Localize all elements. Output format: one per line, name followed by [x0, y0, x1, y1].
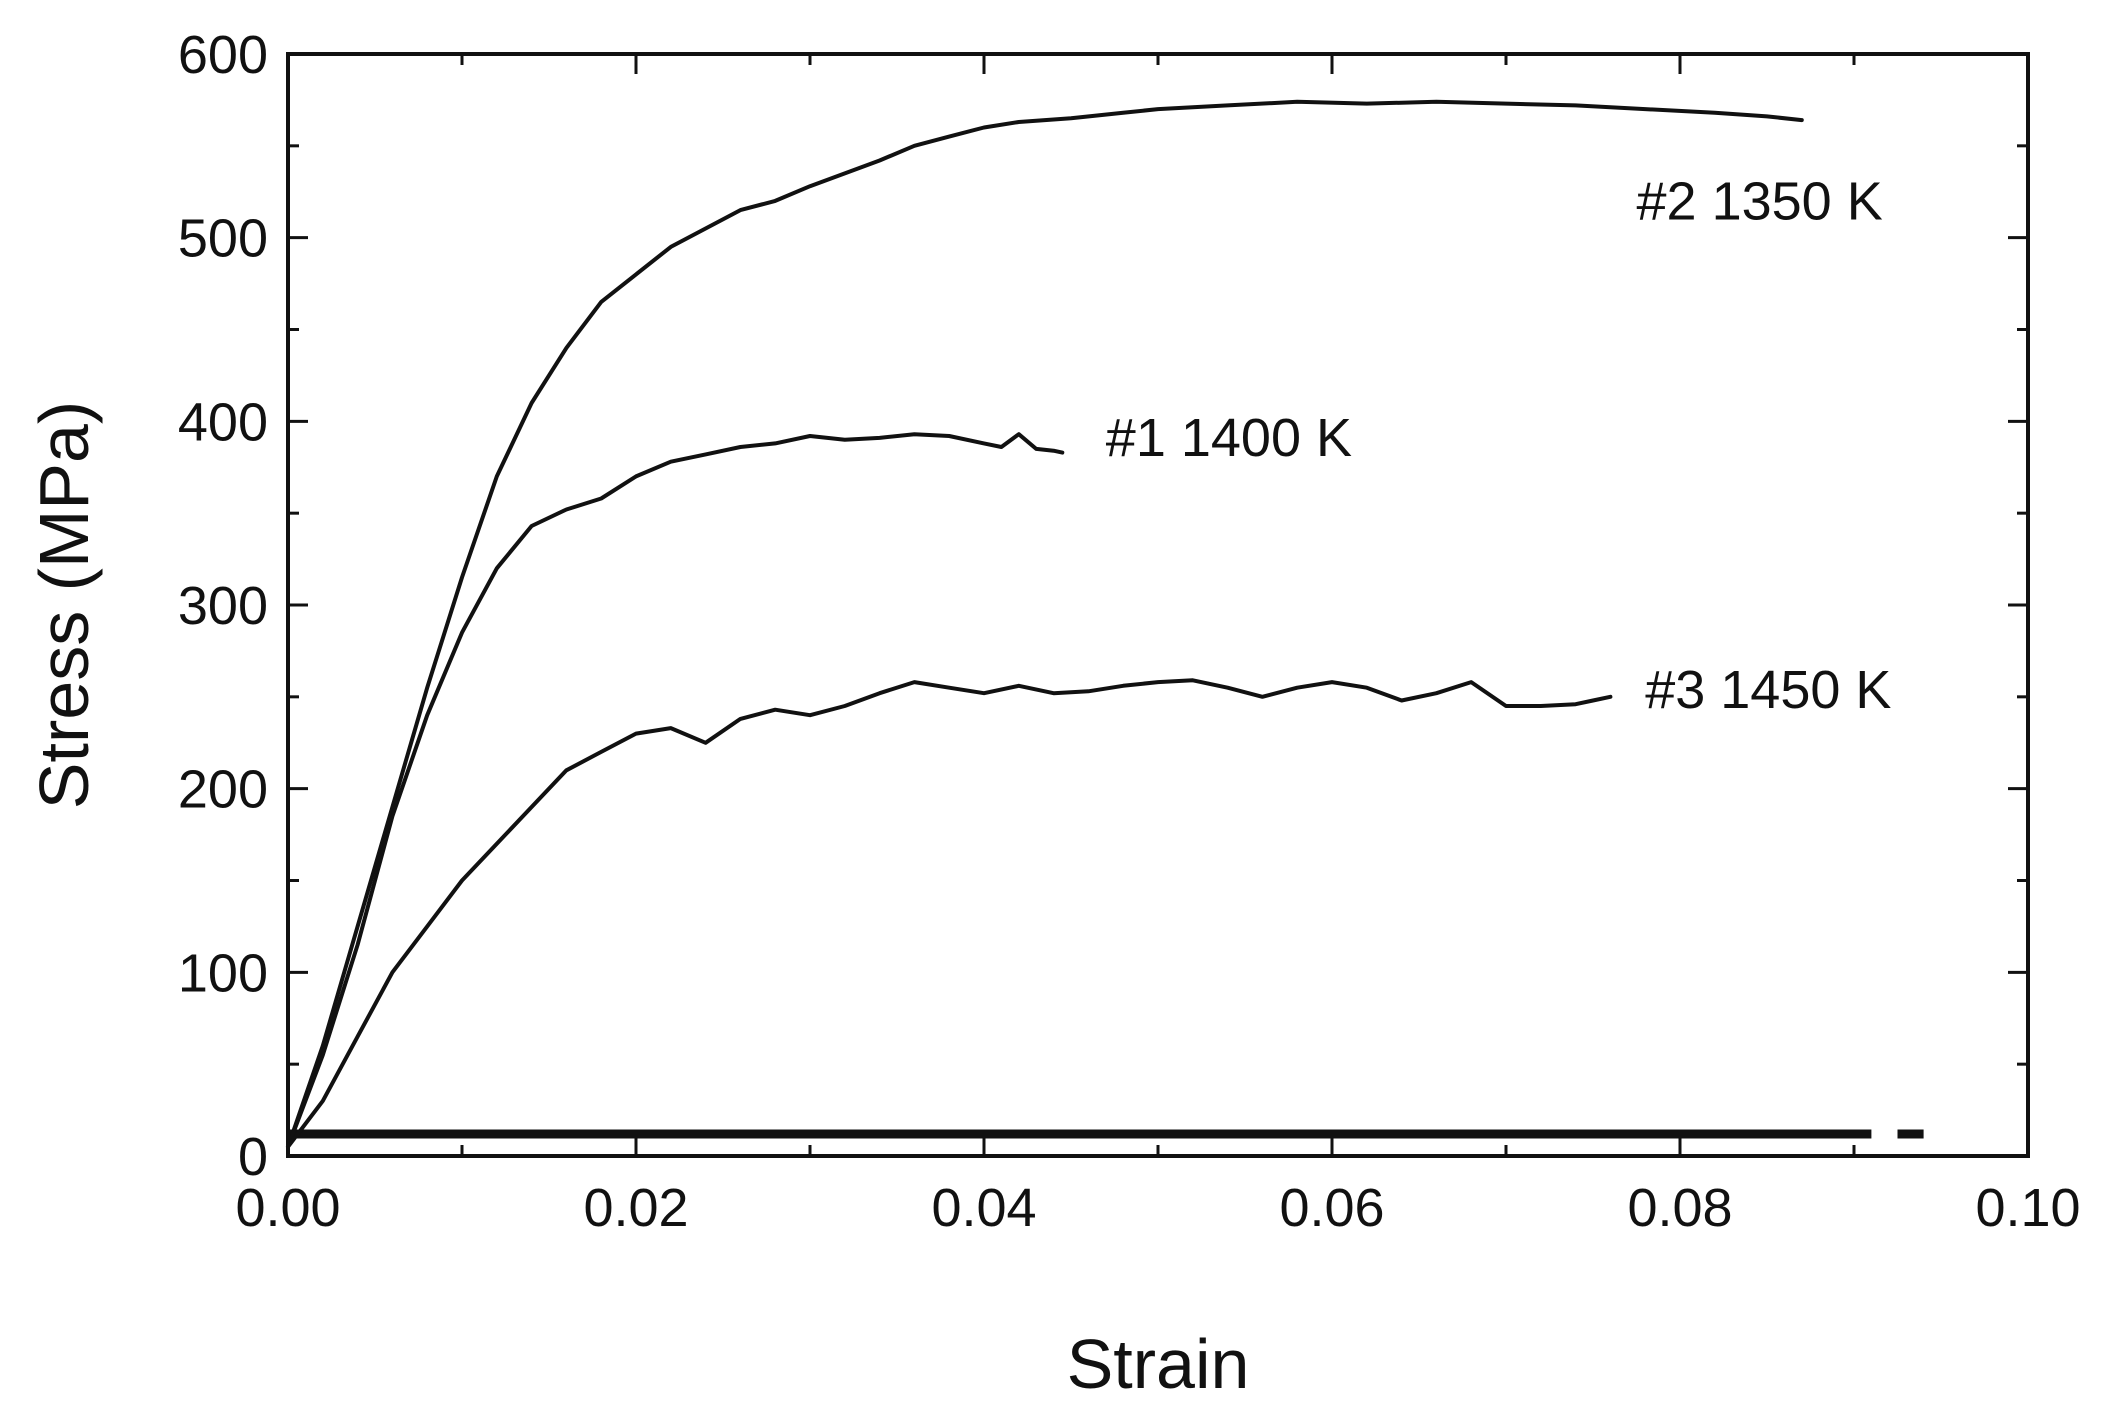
x-axis-title: Strain	[1067, 1325, 1250, 1403]
y-tick-label: 200	[178, 760, 268, 820]
y-tick-labels: 0 100 200 300 400 500 600	[178, 25, 268, 1187]
x-tick-label: 0.06	[1279, 1178, 1384, 1238]
plot-frame	[286, 52, 2030, 1158]
x-tick-label: 0.08	[1627, 1178, 1732, 1238]
series-labels: #2 1350 K #1 1400 K #3 1450 K	[1106, 171, 1892, 720]
y-axis-title: Stress (MPa)	[25, 401, 103, 809]
x-tick-label: 0.00	[235, 1178, 340, 1238]
series-line-2	[286, 432, 1065, 1149]
x-tick-label: 0.10	[1975, 1178, 2080, 1238]
series-curves	[286, 99, 1804, 1149]
y-tick-label: 100	[178, 943, 268, 1003]
y-tick-label: 0	[238, 1127, 268, 1187]
series-label-1: #2 1350 K	[1637, 171, 1883, 231]
x-tick-label: 0.04	[931, 1178, 1036, 1238]
x-tick-label: 0.02	[583, 1178, 688, 1238]
y-tick-label: 600	[178, 25, 268, 85]
series-label-2: #1 1400 K	[1106, 408, 1352, 468]
y-tick-label: 300	[178, 576, 268, 636]
y-tick-label: 400	[178, 392, 268, 452]
series-line-3	[286, 678, 1613, 1149]
y-tick-label: 500	[178, 209, 268, 269]
series-line-1	[286, 99, 1804, 1149]
series-label-3: #3 1450 K	[1645, 660, 1891, 720]
x-tick-labels: 0.00 0.02 0.04 0.06 0.08 0.10	[235, 1178, 2080, 1238]
